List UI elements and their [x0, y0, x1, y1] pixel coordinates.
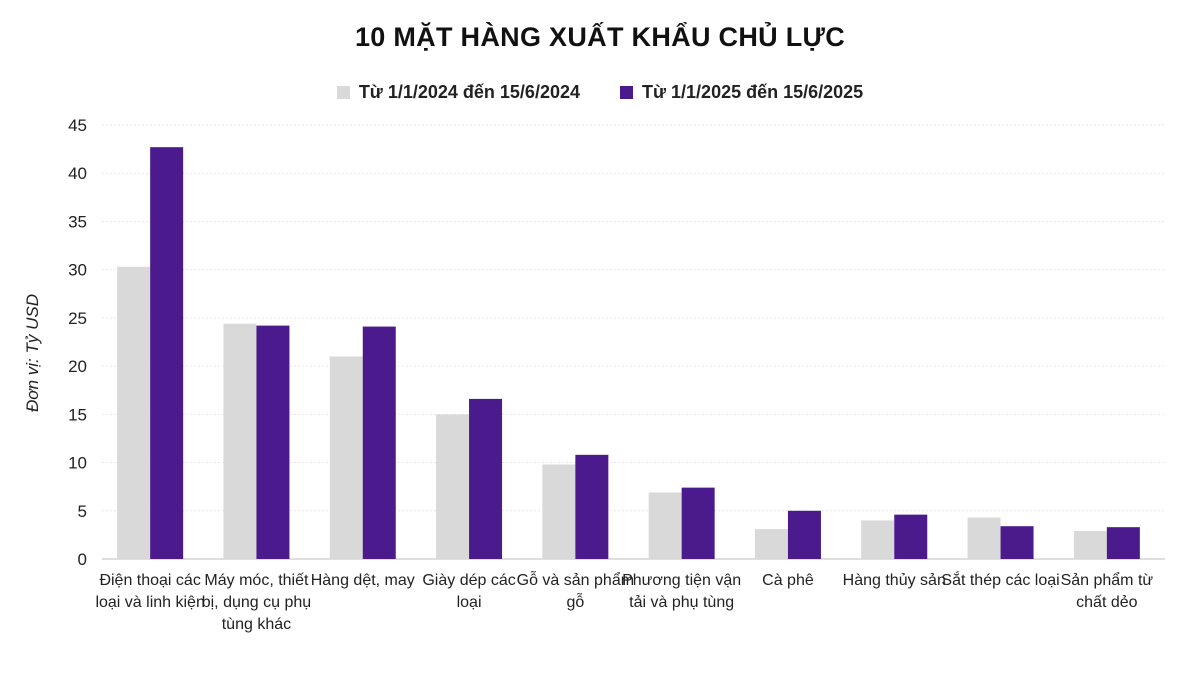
y-tick-label: 25 [68, 309, 87, 328]
legend-label-2025: Từ 1/1/2025 đến 15/6/2025 [642, 82, 864, 102]
y-tick-label: 10 [68, 454, 87, 473]
y-tick-label: 15 [68, 405, 87, 424]
x-category-label: Hàng dệt, may [310, 572, 415, 589]
x-category-label: Gỗ và sản phẩm gỗ [516, 572, 635, 611]
x-category-label: Điện thoại các loại và linh kiện [95, 572, 205, 611]
bar-2025 [787, 510, 821, 559]
bar-2024 [223, 323, 257, 559]
x-category-label: Máy móc, thiết bị, dụng cụ phụ tùng khác [201, 572, 312, 633]
bar-2025 [362, 326, 396, 559]
x-category-label: Sản phẩm từ chất dẻo [1060, 572, 1154, 611]
y-tick-label: 45 [68, 116, 87, 135]
y-tick-label: 40 [68, 164, 87, 183]
x-category-label: Cà phê [762, 572, 814, 589]
bar-2024 [967, 517, 1001, 559]
bar-2024 [436, 414, 470, 559]
chart-title: 10 MẶT HÀNG XUẤT KHẨU CHỦ LỰC [354, 22, 846, 52]
bar-2024 [861, 520, 895, 559]
x-category-label: Phương tiện vận tải và phụ tùng [622, 572, 742, 611]
bar-2024 [648, 492, 682, 559]
legend-item-2024: Từ 1/1/2024 đến 15/6/2024 [336, 82, 580, 103]
bar-2025 [1106, 527, 1140, 559]
legend: Từ 1/1/2024 đến 15/6/2024 Từ 1/1/2025 đế… [0, 82, 1200, 103]
x-category-label: Hàng thủy sản [842, 572, 946, 589]
x-category-label: Sắt thép các loại [941, 572, 1060, 589]
legend-label-2024: Từ 1/1/2024 đến 15/6/2024 [358, 82, 580, 102]
bar-2025 [575, 454, 609, 559]
bar-2025 [1000, 526, 1034, 559]
bar-2025 [150, 147, 184, 559]
legend-swatch-2025 [620, 86, 633, 99]
y-tick-label: 20 [68, 357, 87, 376]
y-tick-label: 30 [68, 261, 87, 280]
legend-swatch-2024 [336, 86, 350, 99]
bar-2025 [469, 398, 503, 559]
bar-2024 [117, 266, 151, 559]
x-category-label: Giày dép các loại [422, 572, 516, 611]
y-tick-label: 35 [68, 212, 87, 231]
bar-2024 [1073, 531, 1107, 559]
bar-2025 [681, 487, 715, 559]
y-tick-label: 5 [78, 502, 87, 521]
bar-2024 [329, 356, 363, 559]
bar-2025 [894, 514, 928, 559]
bar-2024 [754, 529, 788, 559]
y-tick-label: 0 [78, 550, 87, 569]
bar-2025 [256, 325, 290, 559]
bar-2024 [542, 464, 576, 559]
legend-item-2025: Từ 1/1/2025 đến 15/6/2025 [620, 82, 863, 103]
